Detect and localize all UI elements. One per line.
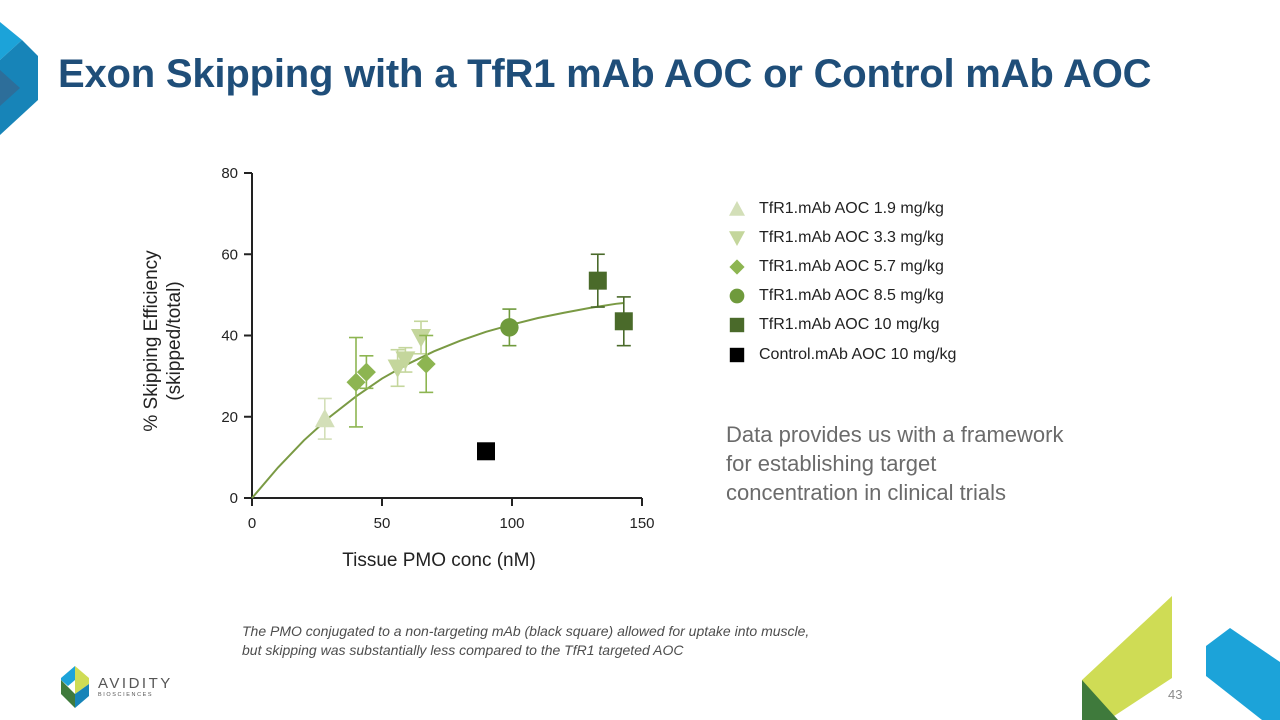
logo-subtitle: BIOSCIENCES: [98, 691, 154, 698]
y-tick-label: 0: [230, 490, 238, 507]
legend-item: TfR1.mAb AOC 1.9 mg/kg: [727, 194, 956, 223]
page-number: 43: [1168, 687, 1183, 702]
framework-note: Data provides us with a framework for es…: [726, 420, 1146, 507]
legend-marker-shape: [729, 318, 745, 333]
legend-label: TfR1.mAb AOC 1.9 mg/kg: [759, 199, 944, 217]
bottom-right-decoration: [1082, 596, 1280, 720]
legend-marker-shape: [729, 347, 745, 362]
legend-marker-shape: [729, 200, 745, 216]
legend-marker-icon: [729, 347, 745, 362]
chart-legend: TfR1.mAb AOC 1.9 mg/kg TfR1.mAb AOC 3.3 m…: [727, 194, 956, 369]
legend-label: TfR1.mAb AOC 10 mg/kg: [759, 316, 940, 334]
legend-item: TfR1.mAb AOC 10 mg/kg: [727, 311, 956, 340]
data-point: [346, 372, 366, 392]
legend-label: Control.mAb AOC 10 mg/kg: [759, 345, 957, 363]
legend-label: TfR1.mAb AOC 3.3 mg/kg: [759, 228, 944, 246]
legend-item: TfR1.mAb AOC 3.3 mg/kg: [727, 223, 956, 252]
legend-marker-shape: [729, 288, 745, 304]
legend-marker-icon: [729, 288, 745, 304]
data-point: [314, 408, 335, 428]
note-line: for establishing target: [726, 451, 937, 476]
footnote-caption: The PMO conjugated to a non-targeting mA…: [242, 622, 809, 660]
legend-marker-icon: [729, 230, 745, 246]
legend-marker-shape: [729, 259, 745, 275]
data-point: [500, 318, 519, 337]
legend-marker-icon: [729, 259, 745, 275]
note-line: concentration in clinical trials: [726, 480, 1007, 505]
x-tick-label: 50: [374, 515, 391, 532]
note-line: Data provides us with a framework: [726, 422, 1064, 447]
y-tick-label: 80: [221, 165, 238, 182]
y-tick-label: 60: [221, 246, 238, 263]
x-tick-label: 0: [248, 515, 256, 532]
legend-item: TfR1.mAb AOC 5.7 mg/kg: [727, 252, 956, 281]
x-axis-label: Tissue PMO conc (nM): [342, 550, 536, 571]
data-point: [411, 329, 431, 348]
legend-item: Control.mAb AOC 10 mg/kg: [727, 340, 956, 369]
legend-label: TfR1.mAb AOC 8.5 mg/kg: [759, 287, 944, 305]
legend-item: TfR1.mAb AOC 8.5 mg/kg: [727, 282, 956, 311]
top-left-decoration: [0, 22, 38, 135]
legend-marker-shape: [729, 230, 745, 246]
slide-title: Exon Skipping with a TfR1 mAb AOC or Con…: [58, 52, 1152, 96]
y-tick-label: 40: [221, 328, 238, 345]
data-point: [356, 362, 376, 382]
plot-area: 0 20 40 60 80 0 50 100 150: [221, 165, 654, 532]
legend-marker-icon: [729, 318, 745, 333]
avidity-logo: AVIDITY BIOSCIENCES: [58, 664, 173, 710]
y-axis-label-sub: (skipped/total): [164, 281, 185, 400]
data-point: [614, 312, 633, 331]
legend-label: TfR1.mAb AOC 5.7 mg/kg: [759, 257, 944, 275]
y-axis-label: % Skipping Efficiency: [141, 250, 162, 432]
data-point: [588, 271, 607, 290]
caption-line: The PMO conjugated to a non-targeting mA…: [242, 623, 810, 639]
data-point: [477, 442, 495, 461]
caption-line: but skipping was substantially less comp…: [242, 642, 684, 658]
avidity-logo-icon: [61, 666, 89, 708]
logo-wordmark: AVIDITY: [98, 674, 173, 692]
legend-marker-icon: [729, 200, 745, 216]
data-point: [416, 354, 436, 374]
data-point: [395, 351, 416, 370]
x-tick-label: 100: [499, 515, 524, 532]
x-tick-label: 150: [629, 515, 654, 532]
y-tick-label: 20: [221, 409, 238, 426]
fit-curve: [251, 302, 624, 499]
